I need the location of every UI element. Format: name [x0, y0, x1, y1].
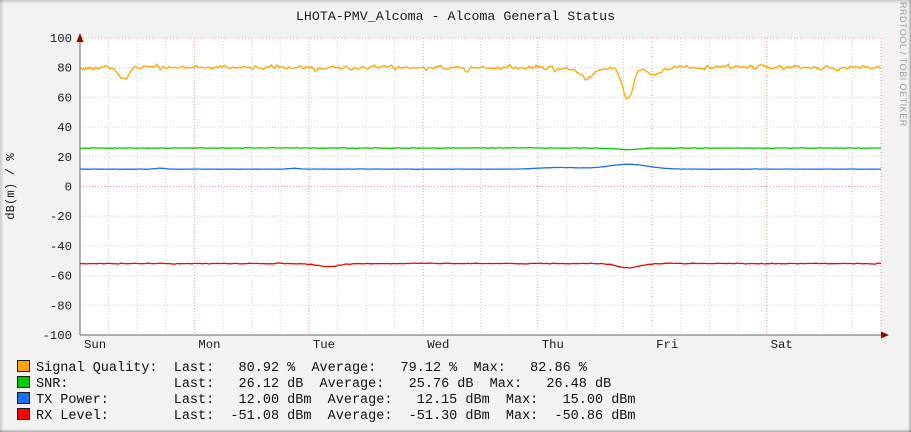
svg-text:-20: -20	[50, 210, 72, 224]
svg-text:Mon: Mon	[198, 338, 220, 352]
svg-text:Thu: Thu	[542, 338, 564, 352]
svg-text:20: 20	[57, 151, 72, 165]
svg-text:-100: -100	[42, 329, 72, 343]
svg-text:80: 80	[57, 62, 72, 76]
svg-text:dB(m) / %: dB(m) / %	[4, 153, 18, 220]
svg-text:60: 60	[57, 91, 72, 105]
svg-text:-60: -60	[50, 270, 72, 284]
svg-text:-40: -40	[50, 240, 72, 254]
svg-text:Tue: Tue	[313, 338, 335, 352]
svg-text:Wed: Wed	[427, 338, 449, 352]
svg-text:Sat: Sat	[771, 338, 793, 352]
svg-text:Sun: Sun	[84, 338, 106, 352]
svg-text:-80: -80	[50, 299, 72, 313]
svg-text:0: 0	[65, 181, 72, 195]
svg-text:Fri: Fri	[656, 338, 678, 352]
svg-text:100: 100	[50, 32, 72, 46]
svg-text:40: 40	[57, 121, 72, 135]
